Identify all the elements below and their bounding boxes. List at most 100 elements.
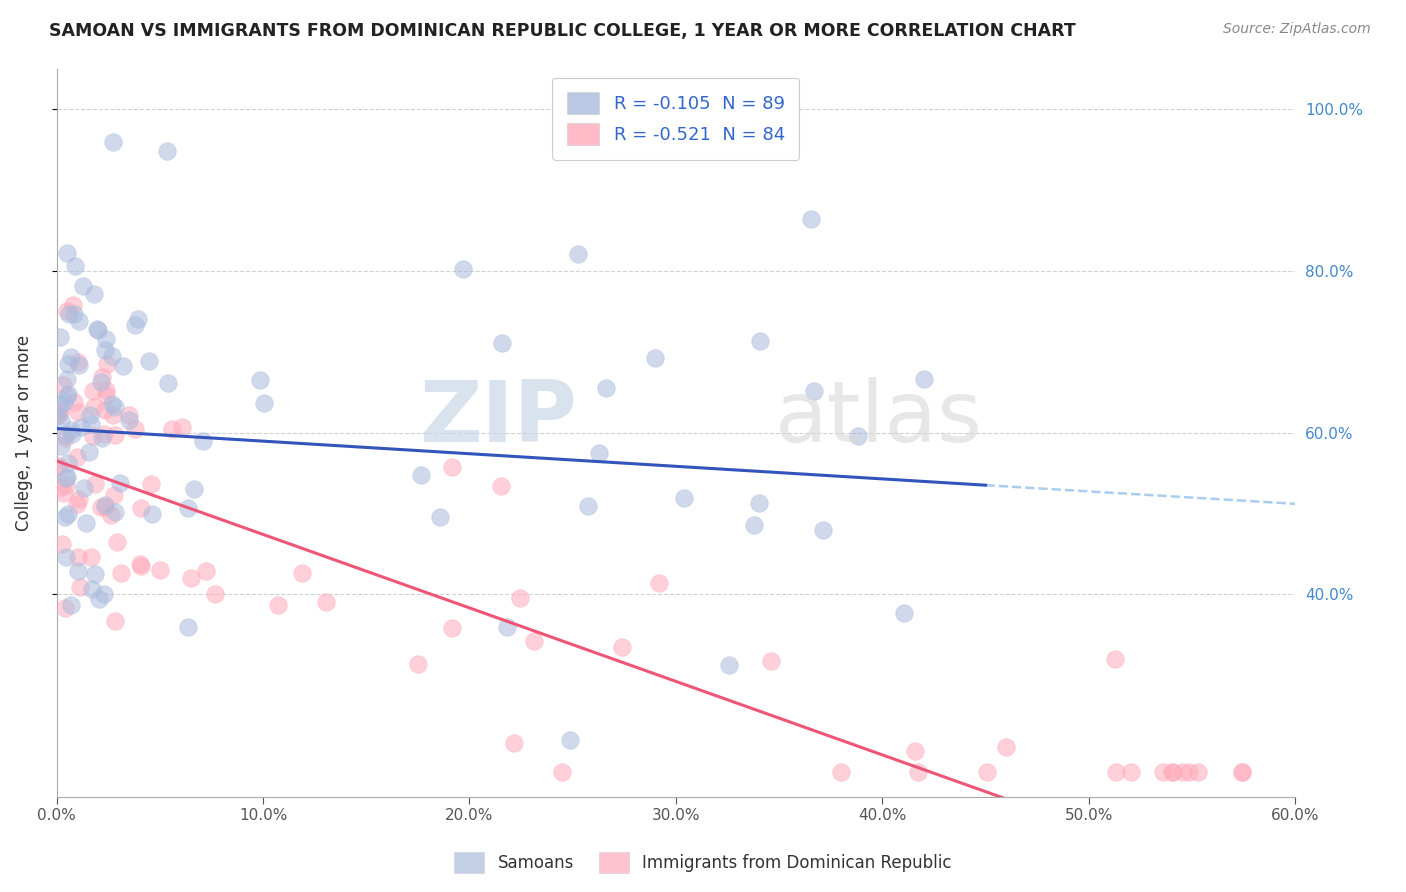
Point	[90, 375, 112, 389]
Point	[49, 404, 72, 418]
Point	[101, 349, 124, 363]
Point	[315, 595, 337, 609]
Text: SAMOAN VS IMMIGRANTS FROM DOMINICAN REPUBLIC COLLEGE, 1 YEAR OR MORE CORRELATION: SAMOAN VS IMMIGRANTS FROM DOMINICAN REPU…	[49, 22, 1076, 40]
Point	[104, 505, 127, 519]
Point	[103, 135, 125, 149]
Point	[62, 298, 84, 312]
Point	[429, 510, 451, 524]
Point	[846, 429, 869, 443]
Point	[48, 406, 70, 420]
Point	[75, 516, 97, 531]
Point	[83, 286, 105, 301]
Point	[94, 499, 117, 513]
Point	[1160, 765, 1182, 780]
Point	[1105, 765, 1128, 780]
Point	[893, 606, 915, 620]
Point	[94, 383, 117, 397]
Point	[82, 429, 104, 443]
Point	[1104, 652, 1126, 666]
Point	[60, 351, 83, 365]
Point	[118, 408, 141, 422]
Point	[503, 736, 526, 750]
Point	[830, 765, 852, 780]
Point	[53, 510, 76, 524]
Point	[67, 314, 90, 328]
Point	[56, 389, 79, 403]
Point	[91, 431, 114, 445]
Point	[595, 381, 617, 395]
Point	[53, 431, 76, 445]
Point	[49, 414, 72, 428]
Point	[129, 559, 152, 574]
Point	[749, 334, 772, 348]
Point	[509, 591, 531, 605]
Point	[588, 445, 610, 459]
Point	[1119, 765, 1142, 780]
Point	[94, 343, 117, 358]
Point	[266, 598, 288, 612]
Point	[63, 307, 86, 321]
Point	[62, 427, 84, 442]
Text: Source: ZipAtlas.com: Source: ZipAtlas.com	[1223, 22, 1371, 37]
Point	[104, 428, 127, 442]
Point	[523, 633, 546, 648]
Point	[69, 580, 91, 594]
Point	[172, 419, 194, 434]
Point	[105, 534, 128, 549]
Point	[576, 499, 599, 513]
Point	[558, 733, 581, 747]
Point	[67, 564, 90, 578]
Point	[63, 395, 86, 409]
Point	[127, 312, 149, 326]
Point	[83, 476, 105, 491]
Point	[1230, 765, 1253, 780]
Point	[491, 479, 513, 493]
Point	[66, 405, 89, 419]
Legend: R = -0.105  N = 89, R = -0.521  N = 84: R = -0.105 N = 89, R = -0.521 N = 84	[553, 78, 800, 160]
Point	[94, 403, 117, 417]
Point	[52, 377, 75, 392]
Point	[53, 395, 76, 409]
Point	[93, 587, 115, 601]
Point	[83, 567, 105, 582]
Point	[79, 408, 101, 422]
Point	[96, 387, 118, 401]
Point	[89, 592, 111, 607]
Point	[1232, 765, 1254, 780]
Point	[59, 598, 82, 612]
Point	[49, 330, 72, 344]
Point	[93, 426, 115, 441]
Point	[56, 358, 79, 372]
Point	[800, 211, 823, 226]
Point	[58, 457, 80, 471]
Point	[80, 417, 103, 431]
Point	[157, 376, 180, 390]
Point	[551, 765, 574, 780]
Point	[441, 459, 464, 474]
Point	[100, 397, 122, 411]
Point	[759, 654, 782, 668]
Point	[56, 387, 79, 401]
Point	[180, 571, 202, 585]
Point	[49, 398, 72, 412]
Point	[53, 485, 76, 500]
Point	[994, 740, 1017, 755]
Point	[411, 467, 433, 482]
Y-axis label: College, 1 year or more: College, 1 year or more	[15, 334, 32, 531]
Point	[70, 419, 93, 434]
Point	[204, 587, 226, 601]
Point	[65, 497, 87, 511]
Point	[149, 563, 172, 577]
Point	[86, 322, 108, 336]
Point	[129, 557, 152, 571]
Point	[51, 480, 73, 494]
Point	[976, 765, 998, 780]
Point	[90, 500, 112, 514]
Point	[56, 508, 79, 522]
Point	[194, 564, 217, 578]
Point	[55, 372, 77, 386]
Point	[55, 471, 77, 485]
Point	[67, 359, 90, 373]
Point	[742, 517, 765, 532]
Point	[103, 488, 125, 502]
